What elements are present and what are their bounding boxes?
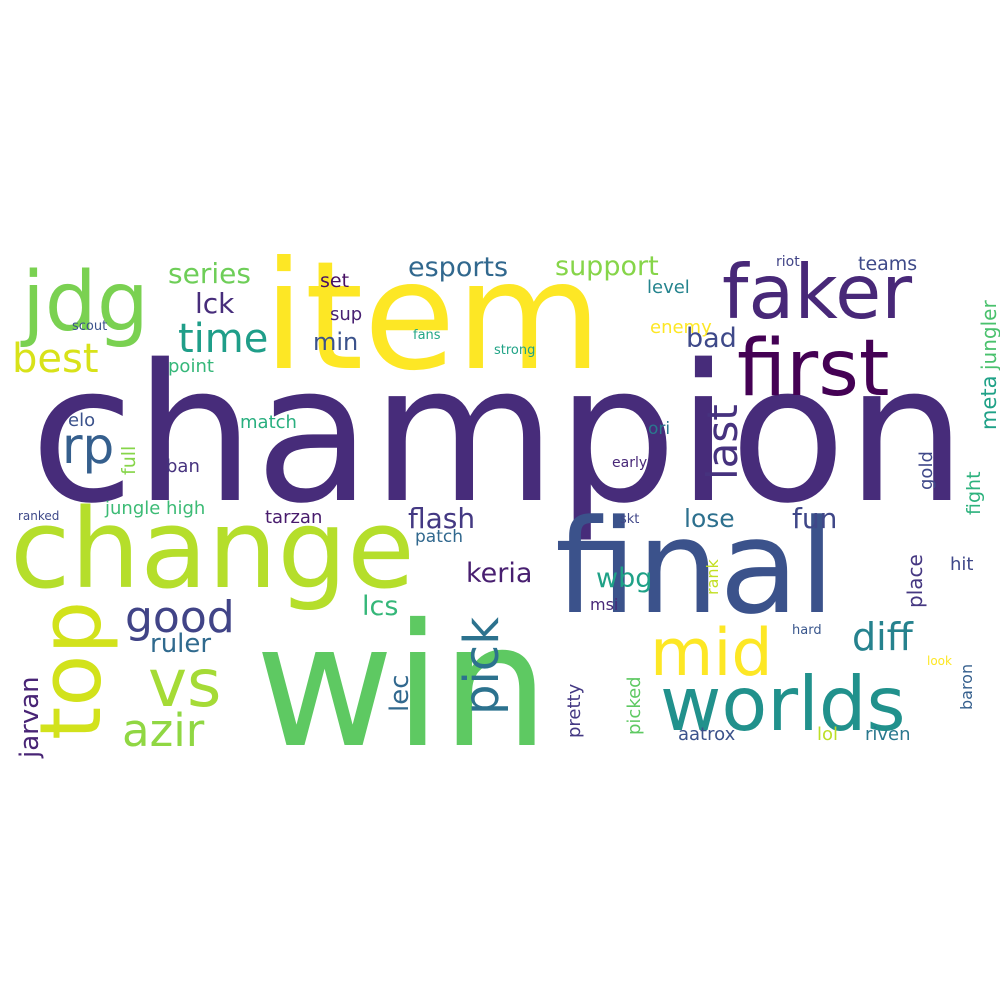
word-rp: rp bbox=[62, 417, 114, 475]
word-hard: hard bbox=[792, 623, 822, 638]
word-ban: ban bbox=[166, 456, 200, 477]
word-pretty: pretty bbox=[564, 683, 585, 738]
word-lose: lose bbox=[684, 504, 735, 533]
word-best: best bbox=[12, 336, 99, 382]
word-faker: faker bbox=[722, 248, 912, 336]
word-jungle-high: jungle high bbox=[104, 498, 205, 519]
word-good: good bbox=[125, 592, 235, 643]
word-wbg: wbg bbox=[596, 563, 652, 594]
word-level: level bbox=[647, 277, 690, 298]
word-fight: fight bbox=[963, 471, 985, 515]
word-strong: strong bbox=[494, 343, 535, 358]
word-win: win bbox=[255, 588, 549, 786]
word-bad: bad bbox=[686, 323, 737, 354]
word-esports: esports bbox=[408, 252, 508, 283]
word-elo: elo bbox=[68, 410, 95, 431]
word-mid: mid bbox=[650, 616, 773, 691]
word-enemy: enemy bbox=[650, 317, 712, 338]
word-diff: diff bbox=[852, 615, 914, 659]
word-lol: lol bbox=[817, 724, 838, 745]
word-sup: sup bbox=[330, 304, 362, 325]
word-vs: vs bbox=[148, 645, 221, 722]
word-lck: lck bbox=[195, 287, 235, 320]
word-riot: riot bbox=[776, 254, 800, 270]
word-fun: fun bbox=[792, 502, 837, 535]
word-match: match bbox=[240, 412, 297, 433]
word-rank: rank bbox=[703, 558, 722, 595]
word-azir: azir bbox=[122, 704, 205, 757]
word-flash: flash bbox=[408, 502, 475, 535]
word-meta: meta bbox=[977, 376, 1000, 430]
word-ranked: ranked bbox=[18, 509, 59, 523]
word-time: time bbox=[178, 316, 268, 362]
word-lec: lec bbox=[385, 674, 415, 712]
word-scout: scout bbox=[72, 319, 107, 334]
word-place: place bbox=[903, 554, 927, 608]
word-jungler: jungler bbox=[977, 300, 1000, 371]
word-patch: patch bbox=[415, 527, 463, 547]
word-hit: hit bbox=[950, 554, 973, 575]
word-jdg: jdg bbox=[20, 255, 149, 350]
word-skt: skt bbox=[620, 512, 639, 527]
word-lcs: lcs bbox=[362, 591, 398, 622]
word-picked: picked bbox=[624, 676, 645, 735]
word-full: full bbox=[118, 446, 140, 475]
word-ori: ori bbox=[648, 419, 670, 439]
word-point: point bbox=[168, 356, 214, 377]
word-change: change bbox=[10, 485, 415, 613]
word-ruler: ruler bbox=[150, 629, 211, 659]
word-set: set bbox=[320, 270, 349, 292]
word-jarvan: jarvan bbox=[15, 676, 45, 759]
word-riven: riven bbox=[865, 724, 911, 745]
word-series: series bbox=[168, 257, 251, 290]
word-tarzan: tarzan bbox=[265, 507, 322, 528]
word-champion: champion bbox=[30, 324, 966, 545]
word-top: top bbox=[22, 601, 121, 740]
word-item: item bbox=[263, 230, 602, 404]
word-gold: gold bbox=[916, 451, 937, 490]
word-first: first bbox=[737, 324, 889, 414]
word-pick: pick bbox=[454, 617, 510, 715]
word-look: look bbox=[927, 654, 952, 668]
word-last: last bbox=[698, 404, 747, 480]
word-worlds: worlds bbox=[660, 660, 906, 748]
word-aatrox: aatrox bbox=[678, 724, 736, 745]
word-fans: fans bbox=[413, 328, 441, 343]
word-early: early bbox=[612, 455, 647, 471]
word-baron: baron bbox=[957, 664, 976, 710]
word-teams: teams bbox=[858, 253, 917, 275]
word-keria: keria bbox=[466, 558, 532, 589]
word-support: support bbox=[555, 251, 659, 282]
word-min: min bbox=[313, 328, 358, 356]
word-final: final bbox=[555, 491, 835, 643]
word-msi: msi bbox=[590, 595, 618, 614]
